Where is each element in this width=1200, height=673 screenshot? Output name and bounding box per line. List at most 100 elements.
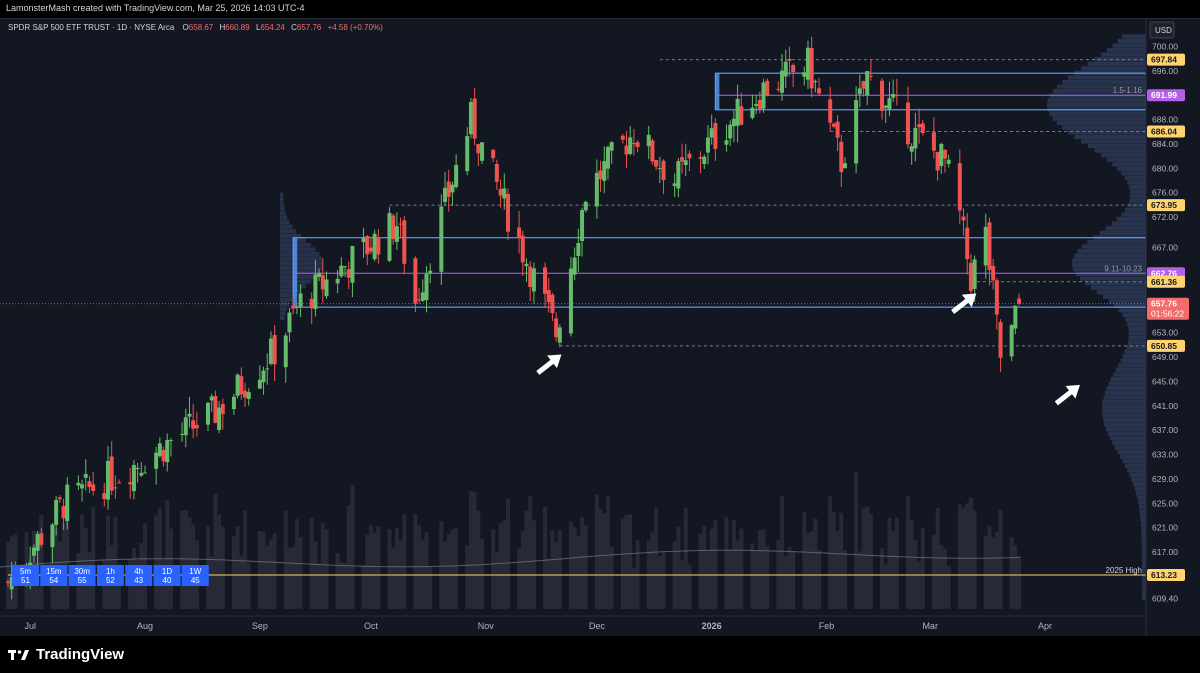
time-axis[interactable]: Jul Aug Sep Oct Nov Dec 2026 Feb Mar Apr [0,615,1146,631]
profile-row [1087,239,1146,245]
candle-body [620,135,625,140]
profile-row [1141,527,1146,532]
volume-bar [957,504,962,609]
timeframe-value: 54 [49,576,58,585]
volume-bar [931,535,936,609]
candle-body [783,61,788,77]
profile-row [1121,212,1146,217]
candle-body [368,247,373,252]
level-badge-661.36: 661.36 [1151,277,1177,287]
volume-bar [217,514,222,609]
profile-row-left [280,252,320,257]
profile-row [1046,102,1146,108]
candle-body [39,533,44,545]
candle-body [865,71,870,96]
volume-bar [476,510,481,609]
price-axis[interactable]: USD 700.00696.00692.00688.00684.00680.00… [1145,19,1200,636]
level-badge-686.04-bg [1147,125,1185,138]
candle-body [191,420,196,429]
currency-button[interactable] [1149,21,1175,39]
candle-body [598,170,603,180]
price-chart[interactable]: 1.5-1.16 9.11-10.23 2025 High SPDR S&P 500… [0,19,1200,636]
candle-body [239,376,244,395]
candle-body [631,143,636,145]
candle-body [868,75,873,77]
candle-body [998,322,1003,358]
profile-row [1100,153,1146,158]
volume-bar [413,513,418,609]
profile-row [1087,61,1146,66]
chart-frame[interactable]: 1.5-1.16 9.11-10.23 2025 High SPDR S&P 500… [0,18,1200,636]
candle-body [113,487,118,489]
volume-bar [865,506,870,609]
profile-row-left [280,274,316,280]
profile-row [1112,162,1146,167]
candle-body [313,274,318,309]
candle-body [128,482,133,485]
volume-bar [765,546,770,609]
volume-bar [650,531,655,609]
candle-body [376,237,381,255]
candle-body [894,95,899,97]
profile-row [1114,303,1146,309]
profile-row [1103,395,1146,400]
candle-body [972,259,977,289]
candle-body [931,132,936,151]
profile-row [1126,344,1146,350]
candle-body [87,481,92,488]
volume-bar [394,527,399,609]
volume-bar [324,529,329,609]
volume-bar [728,549,733,609]
candle-body [657,167,662,169]
arrow-head [547,354,562,369]
x-tick-label: Dec [589,621,606,631]
volume-bar [676,526,681,609]
volume-bar [491,529,496,609]
candle-body [709,128,714,138]
candle-body [217,407,222,430]
candle-body [550,294,555,314]
volume-bar [420,539,425,609]
profile-row-left [280,270,320,275]
candle-body [765,80,770,96]
volume-bar [661,552,666,609]
x-tick-label: Oct [364,621,379,631]
timeframe-label: 4h [134,567,143,576]
y-tick-label: 653.00 [1152,328,1178,338]
candle-body [731,118,736,127]
candle-body [946,159,951,164]
profile-row [1131,477,1146,482]
volume-bar [113,516,118,609]
profile-row [1117,166,1146,171]
profile-row [1094,148,1146,153]
volume-bar [783,555,788,609]
volume-bar [787,546,792,609]
candle-body [828,99,833,123]
profile-row [1137,495,1146,500]
candle-body [243,390,248,398]
volume-bar [498,523,503,609]
candle-body [165,439,170,463]
volume-bar [987,525,992,609]
candle-body [83,473,88,478]
candle-body [35,533,40,551]
candle-body [105,461,110,500]
volume-bar [372,532,377,609]
profile-row [1087,143,1146,149]
legend-open: 658.67 [189,23,214,32]
volume-bar [657,555,662,609]
candle-body [757,99,762,110]
volume-bar [713,519,718,609]
tradingview-brand[interactable]: TradingView [8,646,124,663]
profile-row [1127,468,1146,473]
profile-row-left [280,315,285,321]
candle-body [943,149,948,159]
profile-row-left [280,229,297,234]
volume-bar [517,548,522,609]
profile-row [1129,185,1146,190]
y-tick-label: 633.00 [1152,450,1178,460]
candle-body [454,164,459,188]
candle-body [346,269,351,278]
candle-body [761,82,766,109]
profile-row [1106,427,1146,432]
